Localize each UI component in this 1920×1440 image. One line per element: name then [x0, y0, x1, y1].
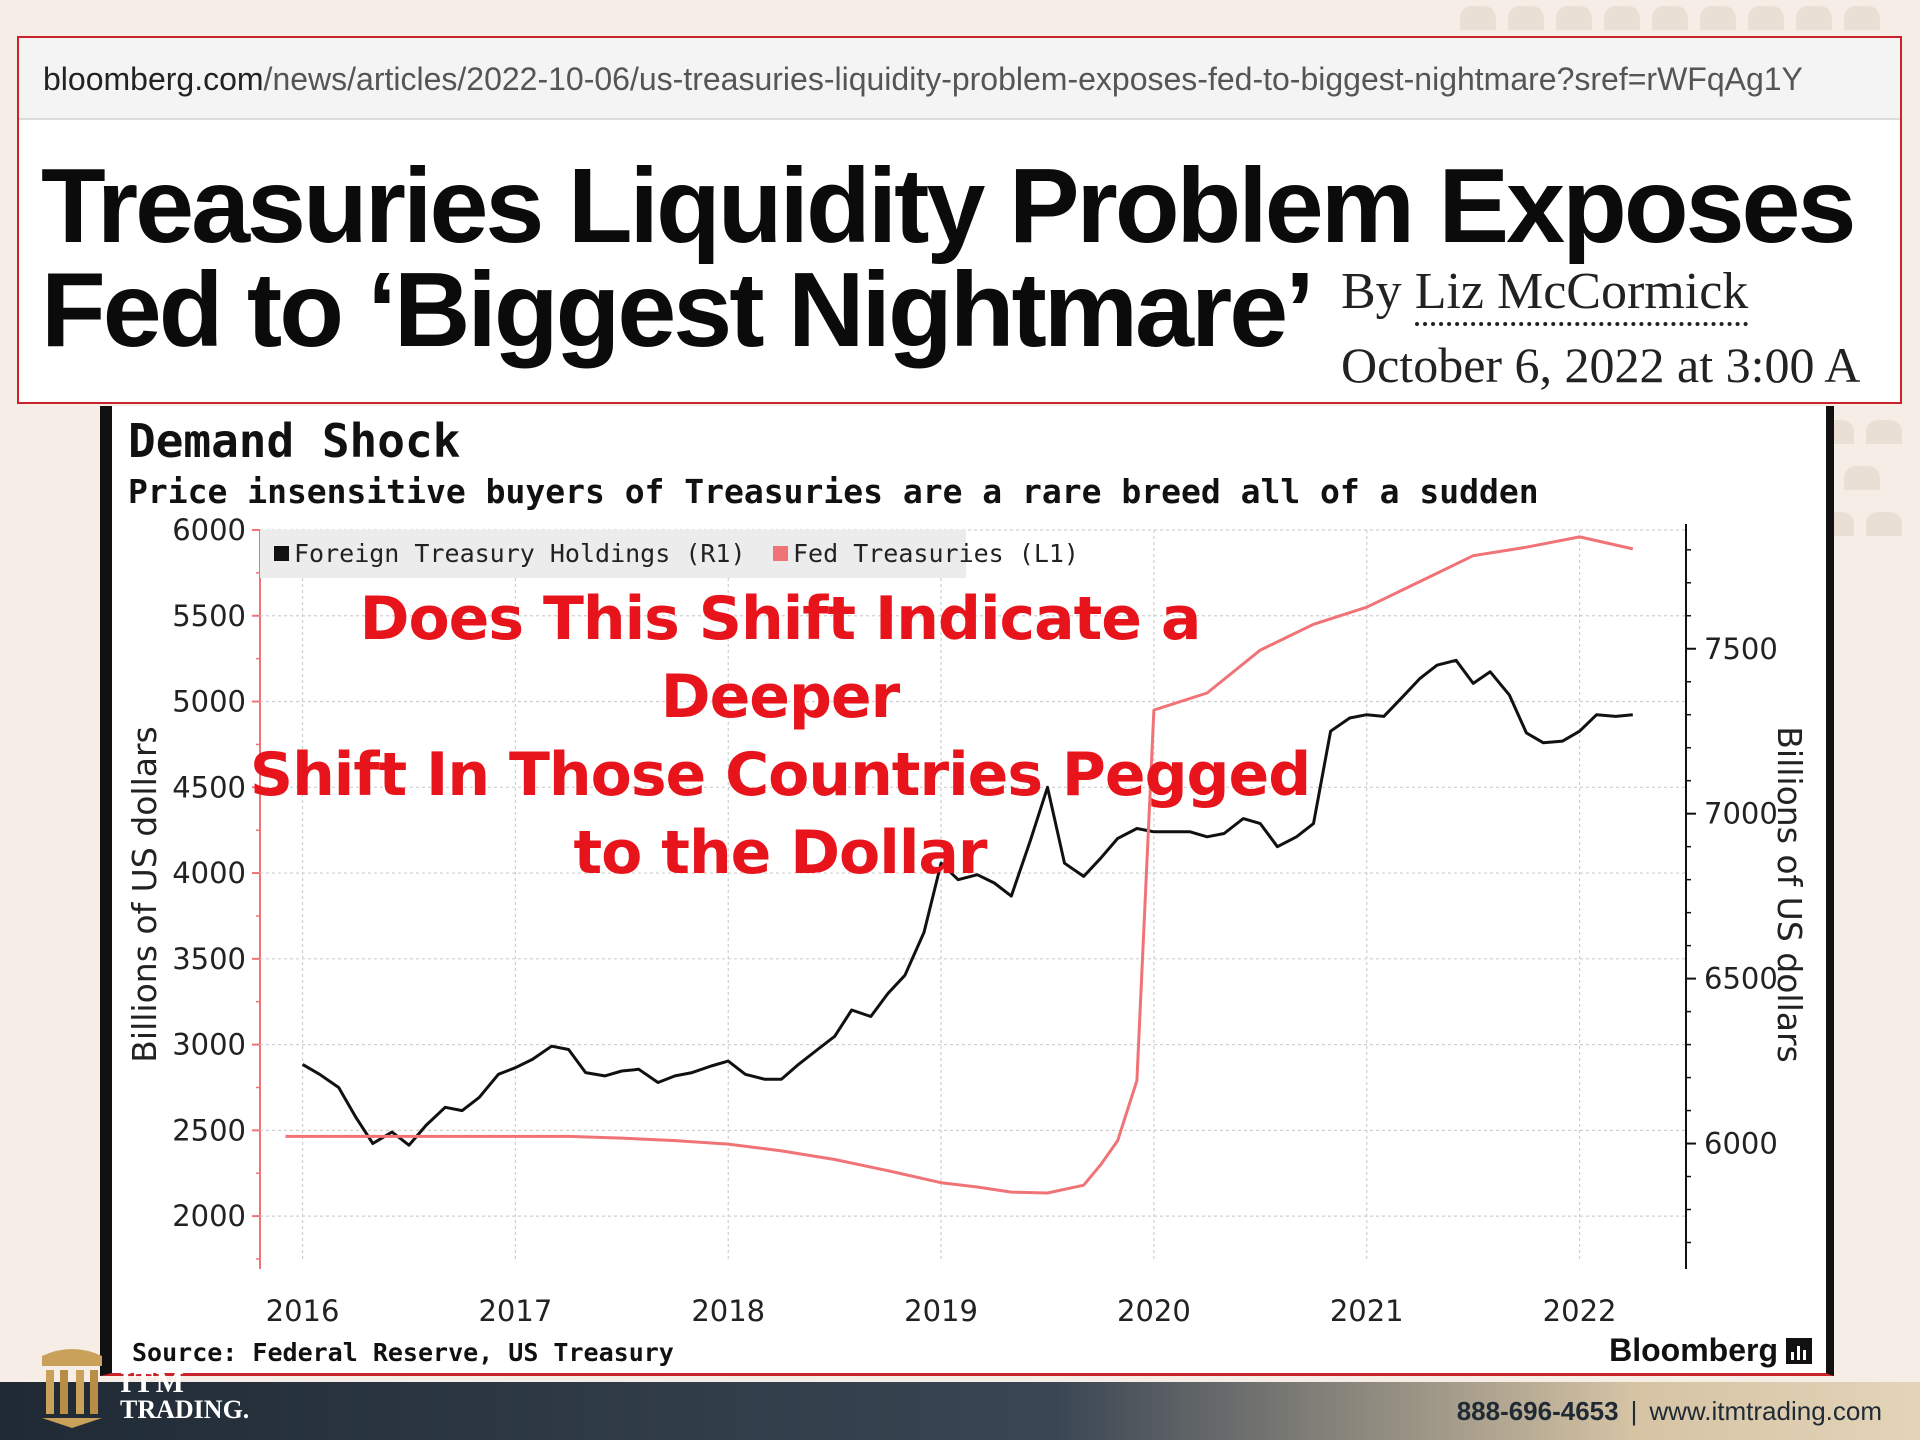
left-tick-label: 4500 [172, 770, 246, 804]
itm-logo-text: ITM TRADING. [120, 1372, 249, 1426]
chart-subtitle: Price insensitive buyers of Treasuries a… [128, 472, 1539, 511]
chart-source: Source: Federal Reserve, US Treasury [132, 1338, 674, 1367]
left-axis-label: Billions of US dollars [125, 726, 164, 1062]
headline-line1: Treasuries Liquidity Problem Exposes [41, 147, 1856, 265]
decor-dot [1866, 512, 1902, 536]
legend-label: Foreign Treasury Holdings (R1) [294, 539, 746, 568]
article-screenshot: bloomberg.com/news/articles/2022-10-06/u… [17, 36, 1902, 404]
decor-dot [1866, 420, 1902, 444]
decor-dot [1844, 466, 1880, 490]
right-tick-label: 6000 [1704, 1127, 1778, 1161]
chart-card: 2016 2017 2018 2019 2020 2021 2022 6000 5500 5000… [100, 406, 1834, 1376]
line-chart: 2016 2017 2018 2019 2020 2021 2022 6000 5500 5000… [125, 513, 1809, 1328]
x-tick-label: 2022 [1543, 1294, 1617, 1328]
right-tick-label: 6500 [1704, 962, 1778, 996]
legend-swatch [274, 546, 289, 561]
decor-dot [1508, 6, 1544, 30]
legend-box [260, 530, 966, 578]
logo-line1: ITM [120, 1372, 186, 1394]
left-tick-label: 5000 [172, 685, 246, 719]
x-tick-label: 2017 [478, 1294, 552, 1328]
series-line-fed-treasuries [285, 535, 1634, 1195]
x-tick-label: 2019 [904, 1294, 978, 1328]
decor-dot [1460, 6, 1496, 30]
website-link[interactable]: www.itmtrading.com [1649, 1396, 1882, 1426]
url-path: /news/articles/2022-10-06/us-treasuries-… [263, 61, 1803, 97]
article-headline: Treasuries Liquidity Problem Exposes Fed… [41, 153, 1900, 363]
url-bar[interactable]: bloomberg.com/news/articles/2022-10-06/u… [19, 38, 1900, 120]
overlay-line2: Shift In Those Countries Pegged [249, 740, 1311, 810]
x-tick-label: 2016 [266, 1294, 340, 1328]
x-tick-label: 2020 [1117, 1294, 1191, 1328]
headline-line2: Fed to ‘Biggest Nightmare’ [41, 251, 1315, 369]
x-tick-label: 2018 [691, 1294, 765, 1328]
bloomberg-brand: Bloomberg [1609, 1332, 1812, 1369]
overlay-line3: to the Dollar [573, 818, 987, 888]
decor-dot [1604, 6, 1640, 30]
decor-dot [1700, 6, 1736, 30]
decor-dot [1844, 6, 1880, 30]
logo-line2: TRADING. [120, 1395, 250, 1424]
contact-separator: | [1630, 1396, 1638, 1426]
legend-label: Fed Treasuries (L1) [793, 539, 1079, 568]
right-tick-label: 7000 [1704, 797, 1778, 831]
itm-pillar-logo-icon [42, 1349, 102, 1428]
footer-bar [0, 1382, 1920, 1440]
decor-dot [1652, 6, 1688, 30]
decor-dot [1556, 6, 1592, 30]
byline-prefix: By [1341, 263, 1402, 320]
left-tick-label: 3000 [172, 1028, 246, 1062]
author-link[interactable]: Liz McCormick [1414, 263, 1749, 326]
legend-swatch [773, 546, 788, 561]
right-axis-label: Billions of US dollars [1770, 726, 1809, 1062]
left-tick-label: 3500 [172, 942, 246, 976]
left-tick-label: 2500 [172, 1113, 246, 1147]
left-tick-label: 4000 [172, 856, 246, 890]
series-line-foreign-holdings [301, 658, 1633, 1147]
left-tick-label: 6000 [172, 513, 246, 547]
overlay-line1: Does This Shift Indicate a Deeper [359, 584, 1202, 732]
brand-name: Bloomberg [1609, 1332, 1778, 1368]
left-tick-label: 5500 [172, 599, 246, 633]
bar-chart-icon [1786, 1337, 1812, 1364]
byline: By Liz McCormick [1341, 262, 1749, 326]
decor-dot [1748, 6, 1784, 30]
right-tick-label: 7500 [1704, 632, 1778, 666]
x-tick-label: 2021 [1330, 1294, 1404, 1328]
overlay-question: Does This Shift Indicate a Deeper Shift … [240, 580, 1320, 892]
chart-title: Demand Shock [128, 414, 461, 468]
url-domain: bloomberg.com [43, 61, 264, 97]
contact-info: 888-696-4653 | www.itmtrading.com [1457, 1382, 1882, 1440]
phone-number[interactable]: 888-696-4653 [1456, 1396, 1619, 1426]
left-tick-label: 2000 [172, 1199, 246, 1233]
decor-dot [1796, 6, 1832, 30]
article-date: October 6, 2022 at 3:00 A [1341, 337, 1861, 393]
